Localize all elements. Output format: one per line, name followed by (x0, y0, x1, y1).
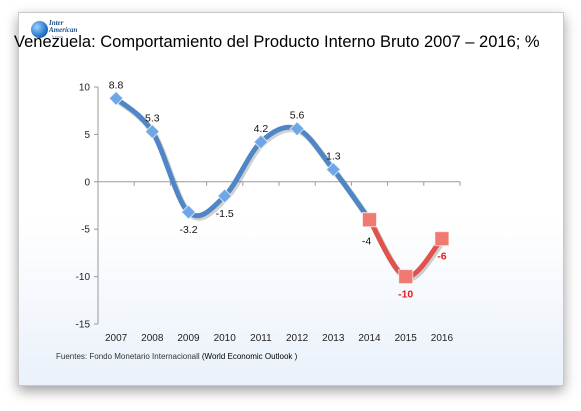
forecast-series-line (367, 217, 445, 280)
x-tick-label: 2014 (358, 333, 381, 344)
x-tick-label: 2012 (286, 333, 309, 344)
y-tick-label: -10 (76, 272, 91, 283)
data-point-marker (216, 188, 233, 204)
data-label: -10 (398, 289, 413, 301)
data-point-marker (253, 134, 269, 150)
x-tick-label: 2008 (141, 333, 164, 344)
data-label: -3.2 (179, 224, 197, 236)
logo-line-2: American (49, 26, 78, 34)
y-tick-label: 0 (84, 177, 90, 188)
logo-wordmark: Inter American (49, 20, 77, 34)
logo-line-1: Inter (49, 19, 64, 27)
data-point-marker (434, 231, 450, 247)
slide-frame: Inter American Trends (18, 12, 564, 386)
x-tick-label: 2010 (214, 333, 237, 344)
y-tick-label: -15 (76, 320, 91, 331)
data-point-marker (362, 212, 377, 228)
logo-line-3: Trends (51, 34, 64, 39)
data-label: -1.5 (216, 208, 234, 220)
source-note: Fuentes: Fondo Monetario Internacionall … (56, 352, 297, 361)
source-prefix: Fuentes: Fondo Monetario Internacionall (56, 352, 200, 361)
data-point-marker (325, 161, 342, 178)
inter-american-trends-logo: Inter American Trends (31, 19, 111, 43)
data-point-marker (180, 204, 197, 220)
x-tick-label: 2007 (105, 333, 128, 344)
y-tick-label: 5 (84, 130, 90, 141)
y-tick-label: -5 (81, 225, 90, 236)
data-point-marker (398, 269, 414, 285)
globe-icon (31, 21, 48, 38)
data-label: 8.8 (109, 79, 124, 91)
data-point-marker (108, 90, 124, 107)
x-tick-label: 2016 (431, 333, 454, 344)
data-point-marker (289, 121, 305, 137)
data-label: 5.3 (145, 113, 160, 125)
data-label: -4 (362, 236, 371, 248)
x-tick-label: 2015 (395, 333, 418, 344)
historical-series-line (113, 95, 372, 223)
x-tick-label: 2011 (250, 333, 272, 344)
x-tick-label: 2009 (177, 333, 200, 344)
x-tick-label: 2013 (322, 333, 345, 344)
data-point-marker (144, 123, 161, 140)
data-label: 5.6 (290, 110, 305, 122)
y-tick-label: 10 (79, 83, 91, 94)
data-label: -6 (437, 251, 446, 263)
data-label: 4.2 (254, 123, 269, 135)
source-publication: (World Economic Outlook ) (201, 352, 298, 361)
chart-title: Venezuela: Comportamiento del Producto I… (14, 33, 540, 51)
data-label: 1.3 (326, 150, 341, 162)
